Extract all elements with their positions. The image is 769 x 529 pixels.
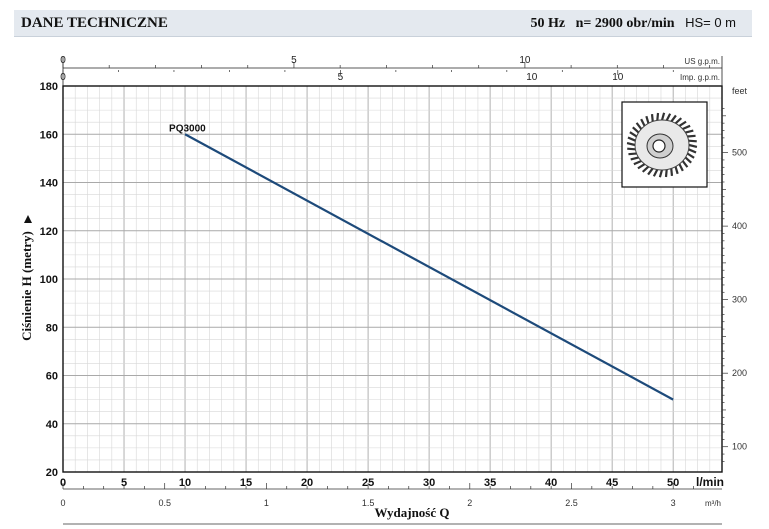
impeller-tooth — [681, 160, 689, 168]
impeller-icon — [626, 112, 698, 178]
impeller-tooth — [674, 166, 679, 175]
y-axis-title: Ciśnienie H (metry) — [19, 231, 34, 341]
page-title: DANE TECHNICZNE — [21, 15, 168, 31]
imp-gpm-tick-label: 5 — [338, 72, 344, 83]
y-tick-label: 120 — [40, 226, 58, 238]
imp-gpm-unit: Imp. g.p.m. — [680, 73, 720, 82]
impeller-tooth — [658, 169, 664, 178]
y-tick-label: 20 — [46, 467, 58, 479]
impeller-tooth — [688, 143, 698, 148]
feet-tick-label: 100 — [732, 442, 747, 452]
impeller-tooth — [688, 139, 697, 143]
impeller-tooth — [633, 159, 642, 166]
us-gpm-tick-label: 5 — [291, 55, 297, 66]
impeller-tooth — [637, 163, 646, 170]
y-tick-label: 80 — [46, 322, 58, 334]
impeller-inset — [621, 101, 708, 188]
y-tick-label: 160 — [40, 129, 58, 141]
hs-value: HS= 0 m — [685, 15, 736, 30]
impeller-tooth — [670, 168, 674, 176]
imp-gpm-tick-label: 10 — [612, 72, 624, 83]
x-tick-label: 30 — [423, 477, 435, 489]
impeller-tooth — [678, 120, 687, 127]
m3h-tick-label: 0.5 — [158, 498, 171, 508]
feet-axis: 100 200 300 400 500 feet — [722, 86, 748, 462]
y-axis: 20 40 60 80 100 120 140 160 180 Ciśnienie H (metr… — [19, 81, 58, 479]
m3h-tick-label: 3 — [671, 498, 676, 508]
us-gpm-tick-label: 0 — [60, 55, 66, 66]
impeller-tooth — [630, 156, 639, 161]
series-layer: PQ3000 — [169, 123, 674, 401]
impeller-tooth — [684, 156, 692, 164]
us-gpm-tick-label: 10 — [519, 55, 531, 66]
impeller-tooth — [660, 112, 666, 121]
impeller-tooth — [682, 124, 691, 131]
impeller-tooth — [629, 131, 638, 138]
impeller-tooth — [674, 117, 683, 125]
impeller-tooth — [627, 136, 636, 142]
speed-value: n= 2900 obr/min — [575, 16, 675, 31]
y-tick-label: 180 — [40, 81, 58, 93]
plot-frame — [62, 85, 723, 473]
plot-border — [62, 85, 723, 473]
top-axes: 0 5 10 US g.p.m. 0 5 10 10 Imp. g.p.m. — [60, 55, 723, 86]
x-unit-label: l/min — [696, 475, 724, 489]
y-tick-label: 60 — [46, 371, 58, 383]
us-gpm-unit: US g.p.m. — [684, 57, 720, 66]
feet-unit: feet — [732, 86, 748, 96]
feet-tick-label: 300 — [732, 295, 747, 305]
x-tick-label: 15 — [240, 477, 252, 489]
imp-gpm-tick-label: 0 — [60, 72, 66, 83]
impeller-tooth — [627, 147, 636, 151]
feet-tick-label: 500 — [732, 148, 747, 158]
impeller-tooth — [640, 118, 646, 127]
impeller-tooth — [664, 169, 668, 178]
x-tick-label: 5 — [121, 477, 127, 489]
y-axis-arrow-icon — [24, 215, 32, 223]
impeller-tooth — [632, 126, 640, 134]
y-tick-label: 40 — [46, 419, 58, 431]
x-axis-title: Wydajność Q — [375, 505, 450, 520]
impeller-tooth — [656, 112, 660, 121]
impeller-tooth — [650, 114, 654, 122]
x-tick-label: 40 — [545, 477, 557, 489]
y-tick-label: 140 — [40, 178, 58, 190]
x-tick-label: 20 — [301, 477, 313, 489]
x-tick-label: 35 — [484, 477, 496, 489]
impeller-bore — [652, 139, 666, 153]
x-tick-label: 10 — [179, 477, 191, 489]
impeller-tooth — [665, 113, 672, 122]
impeller-tooth — [635, 122, 643, 130]
header-bar: DANE TECHNICZNE 50 Hz n= 2900 obr/min HS… — [14, 10, 752, 37]
impeller-tooth — [685, 129, 694, 134]
impeller-tooth — [647, 167, 654, 176]
impeller-tooth — [645, 115, 650, 124]
feet-tick-label: 200 — [732, 368, 747, 378]
m3h-tick-label: 1.5 — [362, 498, 375, 508]
impeller-tooth — [687, 134, 696, 138]
impeller-tooth — [652, 168, 659, 177]
m3h-unit-label: m³/h — [705, 499, 721, 508]
m3h-tick-label: 2.5 — [565, 498, 578, 508]
spec-line: 50 Hz n= 2900 obr/min HS= 0 m — [530, 15, 736, 32]
series-line — [184, 133, 674, 401]
impeller-tooth — [628, 152, 637, 156]
x-tick-label: 45 — [606, 477, 618, 489]
impeller-tooth — [678, 163, 684, 172]
m3h-tick-label: 2 — [467, 498, 472, 508]
m3h-tick-label: 1 — [264, 498, 269, 508]
impeller-tooth — [688, 148, 697, 154]
impeller-tooth — [670, 114, 677, 123]
impeller-tooth — [626, 142, 636, 147]
impeller-tooth — [641, 165, 650, 173]
series-label: PQ3000 — [169, 123, 206, 134]
m3h-tick-label: 0 — [60, 498, 65, 508]
feet-tick-label: 400 — [732, 221, 747, 231]
imp-gpm-tick-label: 10 — [526, 72, 538, 83]
frequency-value: 50 Hz — [530, 16, 566, 31]
impeller-tooth — [686, 152, 695, 159]
y-tick-label: 100 — [40, 274, 58, 286]
